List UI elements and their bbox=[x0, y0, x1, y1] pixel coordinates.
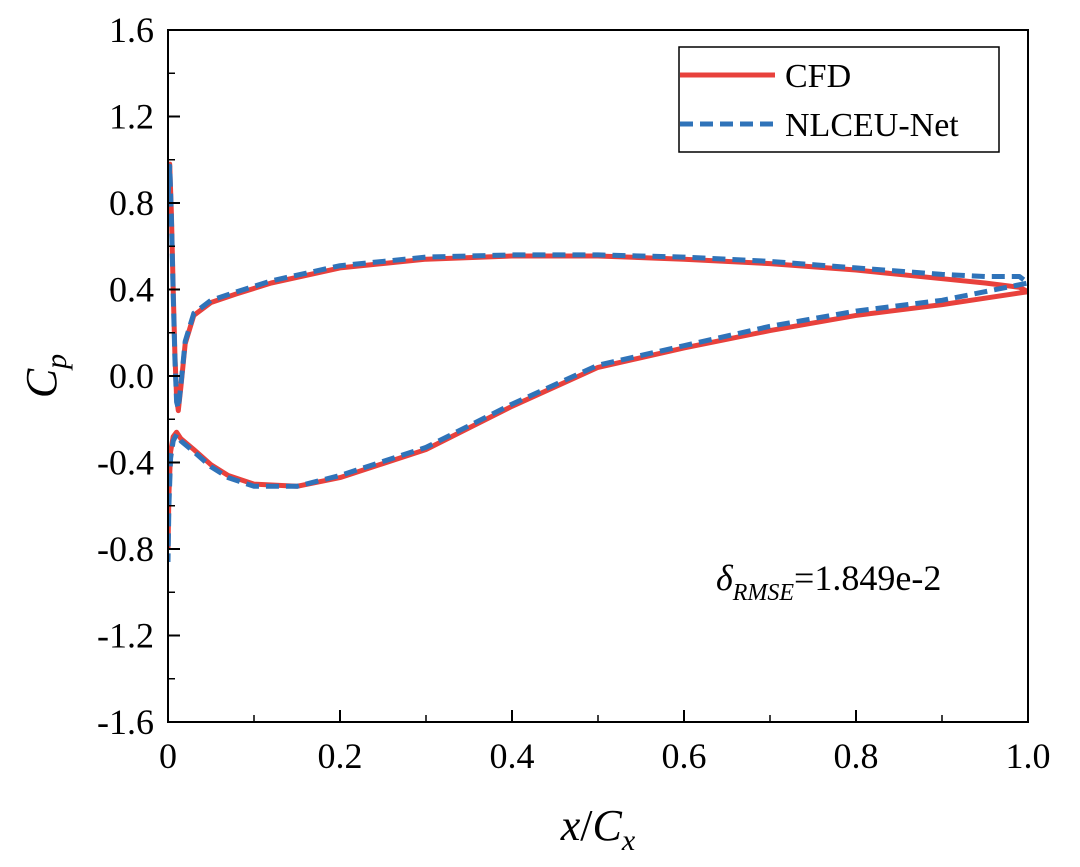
y-tick-label: -1.2 bbox=[97, 616, 154, 656]
plot-area bbox=[168, 161, 1028, 563]
x-axis-title: x/Cx bbox=[560, 801, 636, 857]
series-line-nlceu-net bbox=[168, 163, 1028, 563]
legend-label-cfd: CFD bbox=[785, 58, 851, 95]
x-tick-label: 0.8 bbox=[834, 736, 879, 776]
y-tick-label: 0.0 bbox=[109, 356, 154, 396]
legend: CFD NLCEU-Net bbox=[678, 46, 1000, 153]
x-tick-label: 0 bbox=[159, 736, 177, 776]
legend-label-nlceu-net: NLCEU-Net bbox=[785, 107, 959, 144]
y-tick-label: -0.4 bbox=[97, 443, 154, 483]
y-tick-label: -0.8 bbox=[97, 529, 154, 569]
y-tick-label: 1.2 bbox=[109, 97, 154, 137]
y-axis-title: Cp bbox=[17, 354, 73, 398]
y-tick-label: 1.6 bbox=[109, 10, 154, 50]
x-tick-label: 1.0 bbox=[1006, 736, 1051, 776]
series-line-cfd bbox=[168, 161, 1028, 550]
axes: 0 0.2 0.4 0.6 0.8 1.0 1.6 1.2 0.8 0.4 0.0 -0.4 -0.8 -… bbox=[97, 10, 1051, 776]
y-tick-label: -1.6 bbox=[97, 702, 154, 742]
y-tick-label: 0.4 bbox=[109, 270, 154, 310]
x-tick-label: 0.4 bbox=[490, 736, 535, 776]
x-tick-label: 0.6 bbox=[662, 736, 707, 776]
x-tick-label: 0.2 bbox=[318, 736, 363, 776]
legend-box bbox=[678, 46, 1000, 153]
y-tick-label: 0.8 bbox=[109, 183, 154, 223]
rmse-annotation: δRMSE=1.849e-2 bbox=[716, 558, 941, 606]
